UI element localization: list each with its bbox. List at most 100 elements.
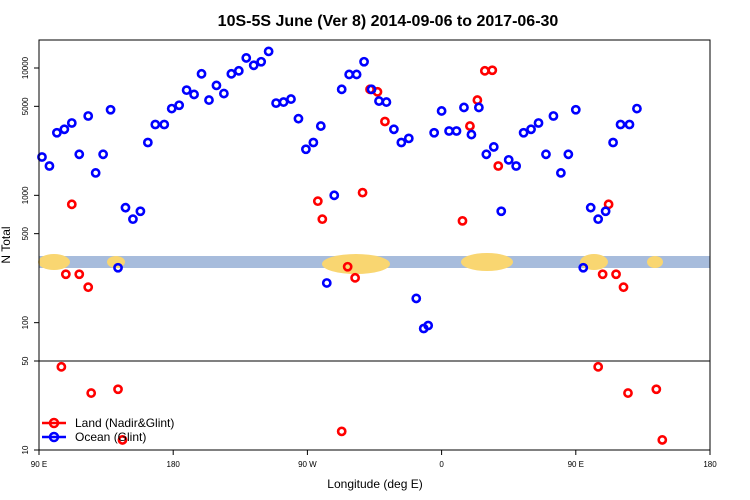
ocean-point: [344, 69, 355, 80]
land-point: [342, 261, 353, 272]
ocean-point: [226, 68, 237, 79]
ocean-point: [624, 119, 635, 130]
ocean-point: [593, 214, 604, 225]
ocean-point: [196, 68, 207, 79]
ocean-point: [51, 127, 62, 138]
ocean-point: [615, 119, 626, 130]
ocean-point: [204, 95, 214, 105]
land-point: [60, 269, 71, 280]
ocean-point: [142, 137, 153, 148]
ocean-point: [459, 102, 469, 113]
ocean-point: [466, 129, 477, 140]
ocean-point: [301, 144, 311, 155]
y-tick-label: 500: [21, 226, 30, 240]
ocean-point: [366, 84, 377, 95]
ocean-point: [578, 262, 589, 273]
ocean-point: [396, 137, 407, 148]
land-point: [493, 161, 504, 171]
ocean-point: [120, 202, 131, 213]
ocean-point: [488, 142, 499, 152]
land-point: [56, 361, 67, 372]
x-axis: 90 E 180 90 W 0 90 E 180: [31, 450, 717, 469]
ocean-point: [503, 154, 514, 165]
ocean-point: [451, 126, 462, 136]
land-point: [117, 435, 128, 445]
x-tick-label: 180: [703, 460, 717, 469]
ocean-point: [555, 168, 566, 178]
ocean-point: [336, 84, 347, 95]
y-tick-label: 10: [21, 445, 30, 454]
land-point: [657, 435, 668, 445]
x-axis-label: Longitude (deg E): [327, 477, 422, 491]
ocean-point: [600, 206, 611, 217]
x-tick-label: 90 W: [298, 460, 317, 469]
ocean-point: [481, 149, 492, 160]
ocean-point: [403, 133, 414, 144]
ocean-point: [436, 106, 447, 116]
map-land-australia-west: [38, 254, 70, 270]
plot-frame: [38, 39, 711, 451]
land-point: [597, 269, 608, 280]
ocean-point: [218, 88, 229, 99]
legend: Land (Nadir&Glint) Ocean (Glint): [42, 416, 174, 444]
land-point: [472, 95, 483, 105]
ocean-point: [374, 96, 384, 106]
ocean-point: [241, 53, 252, 63]
land-point: [66, 199, 77, 210]
ocean-point: [308, 137, 319, 148]
ocean-point: [423, 320, 434, 331]
ocean-point: [181, 85, 192, 96]
ocean-point: [74, 149, 85, 160]
ocean-point: [278, 97, 289, 107]
ocean-point: [128, 214, 138, 225]
land-point: [380, 116, 390, 127]
land-point: [651, 384, 662, 395]
land-point: [479, 65, 490, 76]
ocean-point: [533, 118, 544, 128]
ocean-point: [59, 124, 70, 135]
land-point: [611, 269, 621, 280]
ocean-point: [315, 121, 326, 131]
legend-ocean-label: Ocean (Glint): [75, 430, 146, 444]
legend-land-label: Land (Nadir&Glint): [75, 416, 174, 430]
ocean-point: [444, 126, 454, 136]
ocean-point: [150, 119, 161, 130]
ocean-point: [105, 104, 116, 115]
land-point: [336, 426, 347, 437]
land-point: [74, 269, 85, 280]
land-point: [593, 361, 604, 372]
ocean-point: [135, 206, 146, 217]
ocean-point: [256, 56, 267, 67]
ocean-point: [511, 161, 522, 171]
land-point: [623, 388, 633, 398]
land-point: [618, 282, 629, 293]
ocean-point: [388, 124, 399, 135]
ocean-point: [429, 127, 440, 138]
land-point: [113, 384, 123, 395]
ocean-point: [570, 104, 581, 115]
ocean-point: [518, 127, 529, 138]
ocean-point: [90, 168, 101, 178]
legend-land-marker: [48, 417, 60, 429]
ocean-point: [381, 97, 392, 107]
y-tick-label: 1000: [21, 186, 30, 204]
legend-ocean-marker: [48, 431, 60, 443]
ocean-point: [211, 80, 222, 91]
map-land-australia-west-repeat: [580, 254, 608, 270]
ocean-point: [189, 89, 199, 100]
ocean-point: [271, 98, 281, 109]
land-point: [86, 388, 97, 398]
ocean-point: [585, 202, 596, 213]
land-point: [457, 215, 468, 226]
land-point: [357, 187, 368, 198]
ocean-point: [159, 119, 170, 130]
x-tick-label: 90 E: [31, 460, 47, 469]
y-tick-label: 5000: [21, 97, 30, 115]
chart-title: 10S-5S June (Ver 8) 2014-09-06 to 2017-0…: [218, 13, 559, 30]
y-tick-label: 100: [21, 315, 30, 329]
ocean-point: [83, 111, 94, 121]
y-axis-label: N Total: [0, 226, 13, 263]
ocean-point: [98, 149, 109, 160]
ocean-point: [608, 137, 618, 148]
map-land-africa: [461, 253, 513, 271]
